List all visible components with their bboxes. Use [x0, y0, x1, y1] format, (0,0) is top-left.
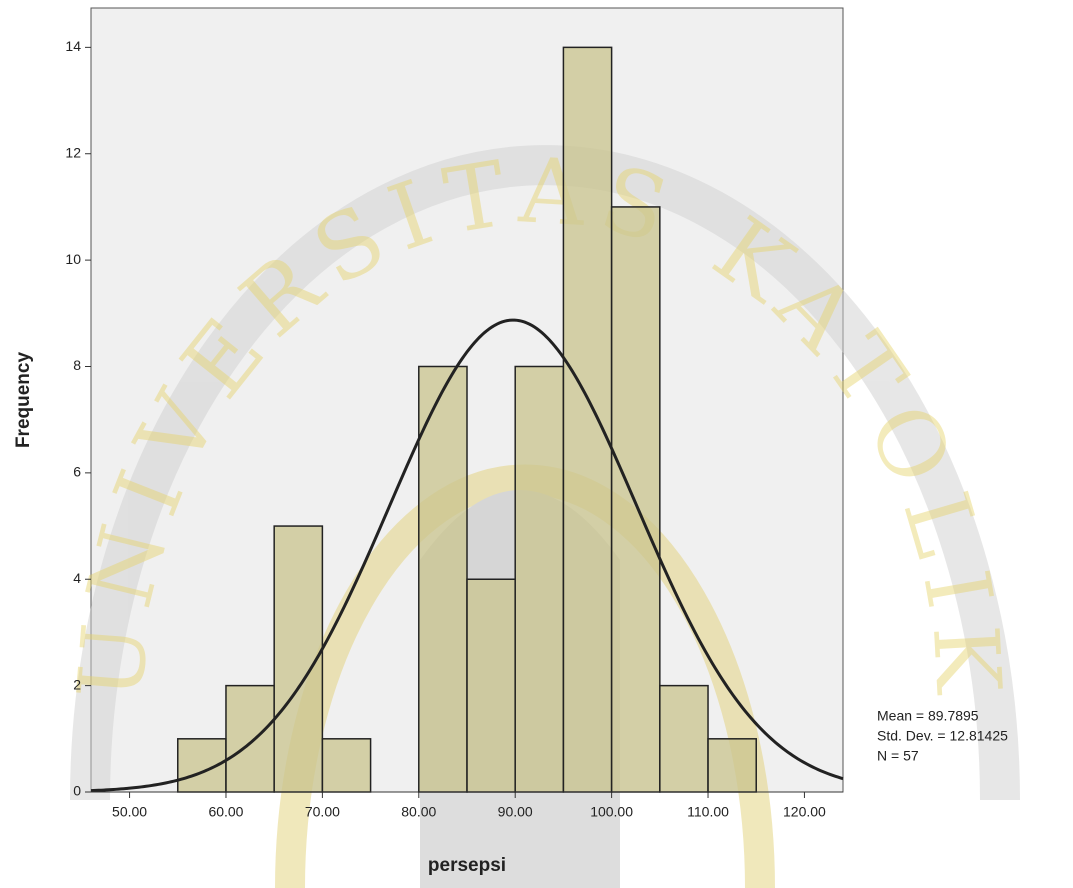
- y-tick-label: 2: [73, 676, 81, 692]
- bar: [707, 738, 757, 793]
- bar: [659, 684, 709, 793]
- x-tick-label: 120.00: [783, 804, 826, 820]
- bar: [610, 206, 661, 793]
- normal-curve: [90, 318, 844, 793]
- x-tick-label: 80.00: [401, 804, 436, 820]
- y-tick-label: 6: [73, 464, 81, 480]
- bar: [418, 365, 468, 793]
- bar: [321, 738, 372, 793]
- x-tick-label: 70.00: [305, 804, 340, 820]
- y-tick-label: 10: [65, 251, 81, 267]
- x-tick-label: 100.00: [590, 804, 633, 820]
- bar: [466, 578, 516, 793]
- y-tick-label: 0: [73, 783, 81, 799]
- stat-mean: Mean = 89.7895: [877, 708, 979, 724]
- bar: [273, 525, 324, 793]
- x-tick-label: 90.00: [498, 804, 533, 820]
- y-axis-title: Frequency: [13, 352, 34, 449]
- y-tick-label: 4: [73, 570, 81, 586]
- stat-std-dev: Std. Dev. = 12.81425: [877, 728, 1008, 744]
- bar: [514, 365, 565, 793]
- y-tick-label: 8: [73, 357, 81, 373]
- y-tick-label: 12: [65, 144, 81, 160]
- bar: [225, 684, 275, 793]
- bar: [562, 46, 613, 793]
- x-axis-title: persepsi: [428, 855, 506, 876]
- x-tick-label: 110.00: [687, 804, 729, 820]
- y-tick-label: 14: [65, 38, 81, 54]
- stat-n: N = 57: [877, 748, 919, 764]
- x-tick-label: 60.00: [208, 804, 243, 820]
- x-tick-label: 50.00: [112, 804, 147, 820]
